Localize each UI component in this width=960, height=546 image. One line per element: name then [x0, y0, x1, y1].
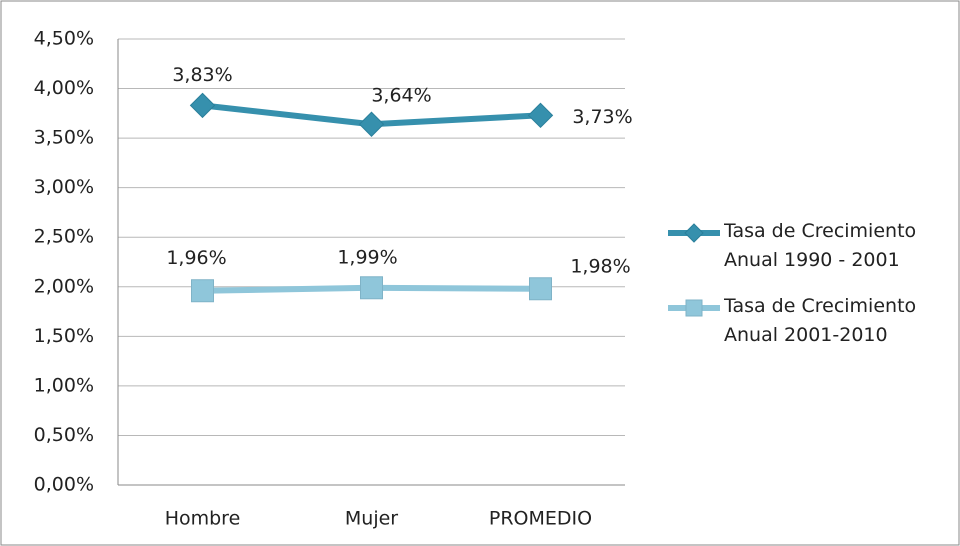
x-tick-label: Hombre: [165, 508, 241, 530]
legend-marker: [685, 299, 703, 317]
y-tick-label: 1,00%: [34, 374, 94, 396]
point-marker: [529, 277, 552, 301]
point-marker: [358, 111, 385, 137]
point-marker: [191, 279, 214, 303]
data-label: 1,98%: [570, 255, 630, 277]
legend-item: Tasa de Crecimiento Anual 1990 - 2001: [724, 220, 917, 271]
legend-marker: [684, 223, 704, 243]
x-tick-label: PROMEDIO: [489, 508, 592, 530]
y-tick-label: 2,50%: [34, 226, 94, 248]
point-marker: [360, 276, 383, 300]
y-tick-label: 0,00%: [34, 474, 94, 496]
legend-label: Tasa de Crecimiento Anual 2001-2010: [724, 295, 917, 346]
data-label: 3,64%: [371, 85, 431, 107]
point-marker: [189, 92, 216, 119]
point-marker: [527, 102, 554, 129]
y-tick-label: 2,00%: [34, 275, 94, 297]
legend-item: Tasa de Crecimiento Anual 2001-2010: [724, 295, 917, 346]
legend-label: Tasa de Crecimiento Anual 1990 - 2001: [724, 220, 917, 271]
y-tick-label: 1,50%: [34, 325, 94, 347]
data-label: 1,96%: [166, 247, 226, 269]
y-tick-label: 4,50%: [34, 28, 94, 50]
y-tick-label: 3,50%: [34, 127, 94, 149]
y-tick-label: 0,50%: [34, 424, 94, 446]
y-tick-label: 3,00%: [34, 176, 94, 198]
x-tick-label: Mujer: [345, 508, 398, 530]
data-label: 3,83%: [172, 64, 232, 86]
y-tick-label: 4,00%: [34, 77, 94, 99]
data-label: 1,99%: [337, 246, 397, 268]
data-label: 3,73%: [572, 106, 632, 128]
